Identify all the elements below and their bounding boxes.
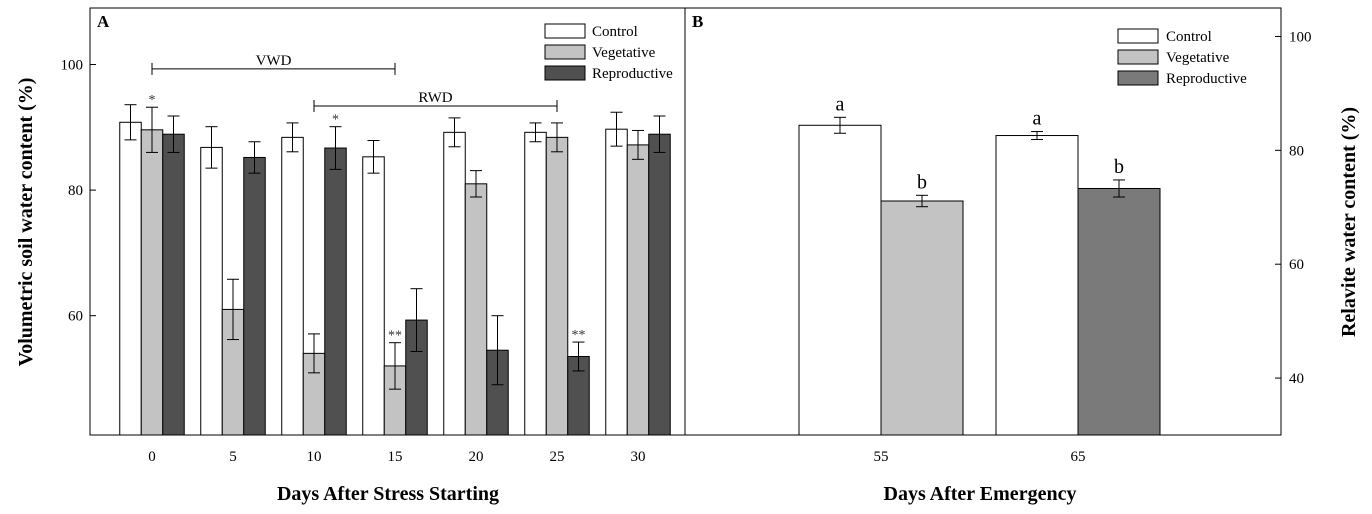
panel-b-legend: Control Vegetative Reproductive [1117, 28, 1247, 87]
panel-a-legend-label: Vegetative [592, 45, 656, 61]
panel-a-significance-mark: * [149, 93, 156, 108]
panel-a-bar-reproductive [648, 133, 671, 436]
panel-a-bar-control [119, 121, 142, 436]
panel-b: B Days After Emergency Relavite water co… [684, 7, 1360, 505]
panel-b-legend-label: Reproductive [1166, 71, 1247, 87]
panel-a-letter: A [97, 12, 110, 31]
panel-b-legend-swatch [1117, 49, 1159, 65]
panel-b-x-axis-title: Days After Emergency [884, 483, 1077, 505]
panel-a-x-tick-label: 25 [550, 449, 565, 465]
panel-b-y-tick-label: 40 [1289, 371, 1304, 387]
panel-b-bar-control [995, 135, 1079, 436]
panel-a-bracket-label: VWD [256, 53, 292, 69]
panel-b-legend-swatch [1117, 70, 1159, 86]
panel-a-legend-label: Reproductive [592, 66, 673, 82]
panel-b-bar-reproductive [1077, 187, 1161, 436]
panel-a-significance-mark: ** [388, 329, 402, 344]
panel-a-bar-vegetative [545, 136, 569, 436]
panel-a-y-axis-title: Volumetric soil water content (%) [15, 78, 37, 367]
panel-b-bar-vegetative [880, 200, 964, 436]
panel-b-y-axis-title: Relavite water content (%) [1338, 107, 1360, 337]
panel-b-legend-swatch [1117, 28, 1159, 44]
panel-b-y-tick-label: 60 [1289, 257, 1304, 273]
panel-a-bar-control [200, 146, 223, 436]
panel-a-y-tick-label: 100 [61, 58, 84, 74]
panel-a-bar-control [362, 156, 385, 436]
panel-a-bar-control [443, 131, 466, 436]
panel-a-significance-mark: * [332, 113, 339, 128]
panel-b-legend-label: Control [1166, 29, 1212, 45]
panel-a-legend-label: Control [592, 24, 638, 40]
panel-b-significance-letter: a [1033, 108, 1042, 130]
panel-a-bar-control [605, 128, 628, 436]
panel-a-y-tick-label: 60 [68, 309, 83, 325]
panel-b-legend-label: Vegetative [1166, 50, 1230, 66]
panel-b-significance-letter: b [1114, 156, 1124, 178]
panel-a-bracket-label: RWD [418, 90, 452, 106]
panel-a-bar-vegetative [626, 144, 650, 436]
panel-a-legend-swatch [544, 44, 586, 60]
panel-a: A Days After Stress Starting Volumetric … [15, 7, 686, 505]
panel-a-x-tick-label: 30 [631, 449, 646, 465]
panel-a-bar-vegetative [464, 183, 488, 436]
panel-a-x-axis-title: Days After Stress Starting [277, 483, 499, 505]
panel-b-significance-letter: a [836, 93, 845, 115]
panel-a-legend-swatch [544, 65, 586, 81]
panel-b-y-tick-label: 100 [1289, 29, 1312, 45]
panel-b-y-tick-label: 80 [1289, 143, 1304, 159]
panel-a-y-tick-label: 80 [68, 183, 83, 199]
panel-a-legend: Control Vegetative Reproductive [544, 23, 673, 82]
panel-b-x-tick-label: 65 [1071, 449, 1086, 465]
panel-a-x-tick-label: 15 [388, 449, 403, 465]
panel-a-bar-vegetative [140, 129, 164, 436]
panel-b-bar-control [798, 124, 882, 436]
panel-a-significance-mark: ** [572, 328, 586, 343]
panel-a-legend-swatch [544, 23, 586, 39]
panel-a-x-tick-label: 5 [229, 449, 237, 465]
panel-a-bar-reproductive [324, 147, 347, 436]
panel-a-bar-reproductive [162, 133, 185, 436]
panel-b-letter: B [692, 12, 703, 31]
panel-a-bar-reproductive [243, 156, 266, 436]
panel-b-x-tick-label: 55 [874, 449, 889, 465]
panel-a-bar-control [524, 131, 547, 436]
panel-b-frame [684, 7, 1282, 436]
panel-a-x-tick-label: 0 [148, 449, 156, 465]
panel-a-x-tick-label: 10 [307, 449, 322, 465]
panel-a-bar-control [281, 136, 304, 436]
panel-a-x-tick-label: 20 [469, 449, 484, 465]
panel-b-significance-letter: b [917, 171, 927, 193]
